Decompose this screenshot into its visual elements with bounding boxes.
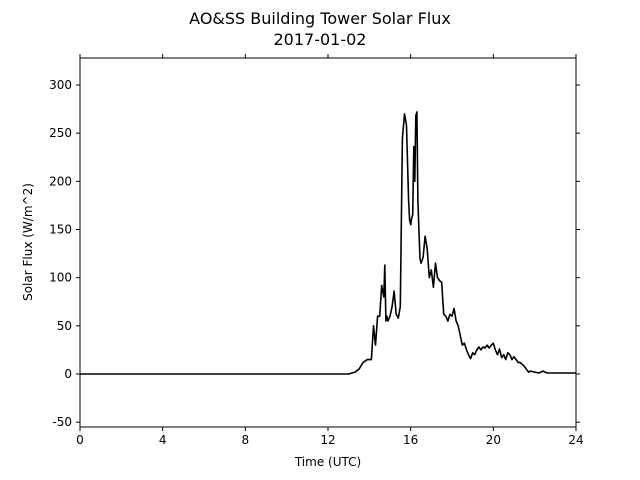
chart-subtitle: 2017-01-02 bbox=[274, 30, 367, 49]
y-tick-label-100: 100 bbox=[49, 271, 72, 285]
x-tick-label-0: 0 bbox=[76, 433, 84, 447]
y-tick-label-200: 200 bbox=[49, 174, 72, 188]
plot-frame bbox=[79, 57, 577, 428]
y-tick-label-300: 300 bbox=[49, 78, 72, 92]
x-tick-label-24: 24 bbox=[568, 433, 583, 447]
x-tick-label-20: 20 bbox=[486, 433, 501, 447]
y-tick-label-50: 50 bbox=[57, 319, 72, 333]
chart-title: AO&SS Building Tower Solar Flux bbox=[189, 9, 451, 28]
plot-area: 0 4 8 12 16 20 24 -50 0 50 100 150 200 250 300 bbox=[49, 54, 584, 447]
series-line-0 bbox=[80, 111, 576, 375]
y-tick-label--50: -50 bbox=[52, 415, 72, 429]
y-tick-label-250: 250 bbox=[49, 126, 72, 140]
x-axis-label: Time (UTC) bbox=[294, 455, 361, 469]
y-tick-label-0: 0 bbox=[64, 367, 72, 381]
x-tick-label-12: 12 bbox=[320, 433, 335, 447]
x-tick-label-4: 4 bbox=[159, 433, 167, 447]
y-tick-label-150: 150 bbox=[49, 222, 72, 236]
x-tick-label-8: 8 bbox=[242, 433, 250, 447]
y-axis-label: Solar Flux (W/m^2) bbox=[21, 183, 35, 301]
x-tick-label-16: 16 bbox=[403, 433, 418, 447]
